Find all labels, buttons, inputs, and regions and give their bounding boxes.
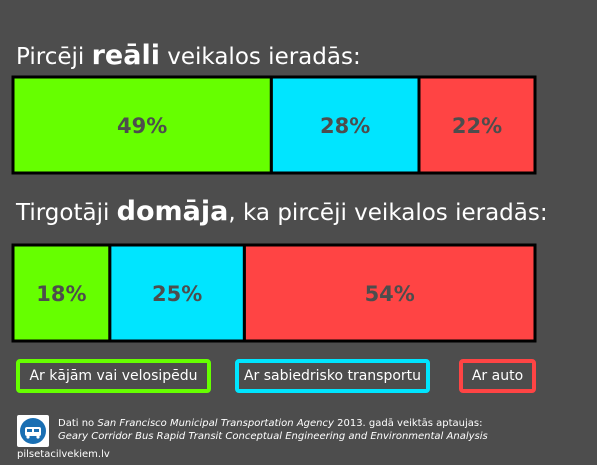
chart-title-perceived-suffix: , ka pircēji veikalos ieradās: (228, 200, 548, 226)
source-study-title: Geary Corridor Bus Rapid Transit Concept… (58, 431, 488, 442)
bar-chart-perceived: 18% 25% 54% (11, 243, 537, 343)
legend-label-walk-bike: Ar kājām vai velosipēdu (29, 368, 198, 384)
legend-item-car: Ar auto (459, 359, 536, 393)
perceived-label-walk-bike: 18% (36, 282, 86, 306)
website-link[interactable]: pilsetacilvekiem.lv (17, 449, 110, 460)
actual-label-public-transport: 28% (320, 114, 370, 138)
transit-logo-icon (17, 415, 49, 447)
perceived-segment-public-transport (108, 243, 246, 343)
chart-title-perceived-emphasis: domāja (116, 196, 229, 227)
actual-segment-walk-bike (11, 75, 273, 175)
chart-title-actual-emphasis: reāli (91, 40, 160, 71)
source-line-1: Dati no San Francisco Municipal Transpor… (58, 417, 488, 430)
legend-label-public-transport: Ar sabiedrisko transportu (243, 368, 422, 384)
bar-chart-actual: 49% 28% 22% (11, 75, 537, 175)
source-line-2: Geary Corridor Bus Rapid Transit Concept… (58, 430, 488, 443)
chart-title-actual-prefix: Pircēji (16, 44, 92, 70)
source-agency: San Francisco Municipal Transportation A… (97, 418, 334, 429)
chart-title-actual-suffix: veikalos ieradās: (159, 44, 361, 70)
chart-title-perceived: Tirgotāji domāja, ka pircēji veikalos ie… (16, 196, 548, 227)
source-note: Dati no San Francisco Municipal Transpor… (58, 417, 488, 443)
actual-label-walk-bike: 49% (117, 114, 167, 138)
perceived-label-public-transport: 25% (152, 282, 202, 306)
legend-label-car: Ar auto (471, 368, 524, 384)
legend-item-public-transport: Ar sabiedrisko transportu (235, 359, 430, 393)
actual-label-car: 22% (452, 114, 502, 138)
actual-segment-car (417, 75, 537, 175)
chart-title-actual: Pircēji reāli veikalos ieradās: (16, 40, 361, 71)
perceived-segment-car (242, 243, 537, 343)
source-prefix: Dati no (58, 418, 98, 429)
legend-item-walk-bike: Ar kājām vai velosipēdu (16, 359, 211, 393)
actual-segment-public-transport (269, 75, 421, 175)
chart-title-perceived-prefix: Tirgotāji (16, 200, 117, 226)
perceived-label-car: 54% (365, 282, 415, 306)
source-suffix: 2013. gadā veiktās aptaujas: (333, 418, 483, 429)
